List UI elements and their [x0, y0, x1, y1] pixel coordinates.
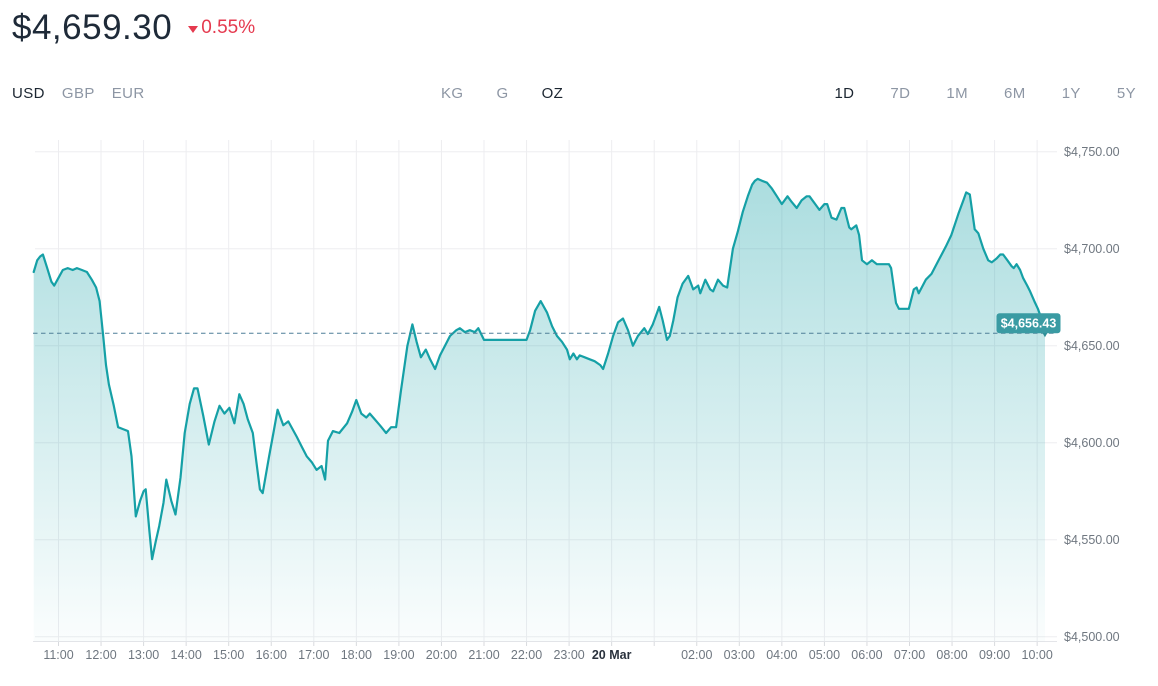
x-axis-label: 05:00 [809, 648, 840, 662]
price-header: $4,659.30 0.55% [12, 8, 255, 48]
tab-currency-eur[interactable]: EUR [111, 85, 145, 102]
range-tabs: 1D 7D 1M 6M 1Y 5Y [834, 85, 1136, 102]
price-change: 0.55% [188, 17, 255, 39]
x-axis-label: 20 Mar [592, 648, 632, 662]
price-change-value: 0.55% [201, 17, 256, 38]
y-axis-label: $4,550.00 [1064, 533, 1120, 547]
tab-range-1y[interactable]: 1Y [1061, 85, 1081, 102]
currency-tabs: USD GBP EUR [12, 85, 145, 102]
price-area [33, 178, 1045, 642]
tab-unit-kg[interactable]: KG [441, 85, 464, 102]
current-price-badge [996, 313, 1061, 334]
current-price: $4,659.30 [12, 8, 173, 47]
tab-unit-oz[interactable]: OZ [541, 85, 564, 102]
unit-tabs: KG G OZ [441, 85, 563, 102]
down-arrow-icon [188, 25, 199, 33]
y-axis-label: $4,650.00 [1064, 339, 1120, 353]
x-axis-label: 03:00 [724, 648, 755, 662]
y-axis-label: $4,600.00 [1064, 436, 1120, 450]
x-axis-label: 21:00 [468, 648, 499, 662]
x-axis-label: 20:00 [426, 648, 457, 662]
tab-range-1m[interactable]: 1M [946, 85, 969, 102]
x-axis-label: 17:00 [298, 648, 329, 662]
tab-range-7d[interactable]: 7D [890, 85, 911, 102]
tab-unit-g[interactable]: G [496, 85, 509, 102]
tab-currency-gbp[interactable]: GBP [61, 85, 95, 102]
x-axis-label: 16:00 [256, 648, 287, 662]
y-axis-label: $4,750.00 [1064, 145, 1120, 159]
y-axis-label: $4,700.00 [1064, 242, 1120, 256]
x-axis-label: 15:00 [213, 648, 244, 662]
x-axis-label: 23:00 [553, 648, 584, 662]
x-axis-label: 18:00 [341, 648, 372, 662]
x-axis-label: 10:00 [1022, 648, 1053, 662]
x-axis-label: 06:00 [851, 648, 882, 662]
x-axis-label: 12:00 [85, 648, 116, 662]
x-axis-label: 08:00 [936, 648, 967, 662]
x-axis-label: 04:00 [766, 648, 797, 662]
tab-range-6m[interactable]: 6M [1004, 85, 1026, 102]
x-axis-label: 02:00 [681, 648, 712, 662]
x-axis-label: 19:00 [383, 648, 414, 662]
x-axis-label: 22:00 [511, 648, 542, 662]
x-axis-label: 09:00 [979, 648, 1010, 662]
x-axis-label: 07:00 [894, 648, 925, 662]
x-axis-label: 14:00 [171, 648, 202, 662]
x-axis-label: 13:00 [128, 648, 159, 662]
current-price-badge-label: $4,656.43 [1001, 317, 1057, 331]
x-axis-label: 11:00 [43, 648, 73, 662]
tab-range-1d[interactable]: 1D [834, 85, 855, 102]
tab-range-5y[interactable]: 5Y [1116, 85, 1136, 102]
price-line [32, 177, 1047, 561]
y-axis-label: $4,500.00 [1064, 630, 1120, 644]
tab-currency-usd[interactable]: USD [12, 85, 45, 102]
